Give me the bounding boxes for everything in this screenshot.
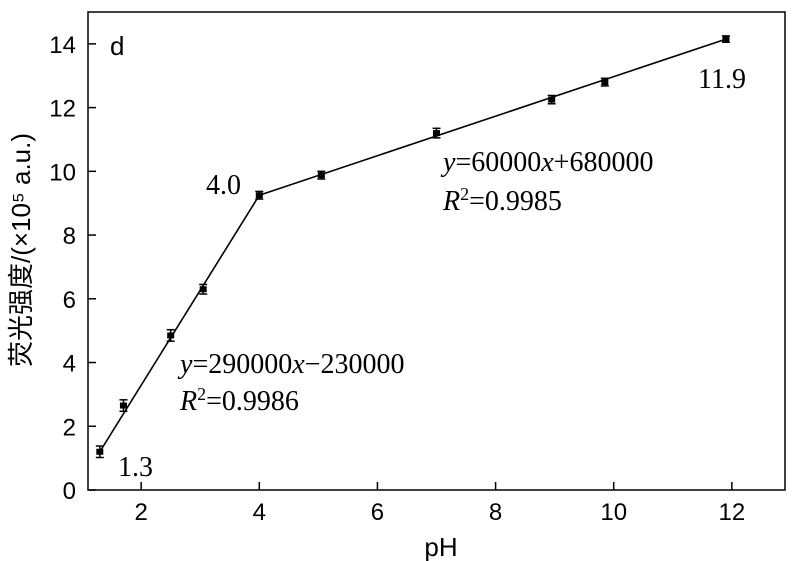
fit-equation-2-intercept: +680000 (554, 147, 654, 178)
fit-r2-1-value: =0.9986 (206, 386, 299, 417)
fit-equation-2: y=60000x+680000 (440, 147, 653, 178)
fit-r2-2: R2=0.9985 (442, 184, 562, 217)
data-point (317, 170, 326, 180)
data-point (255, 190, 264, 200)
fit-line-2 (259, 38, 727, 196)
x-tick-label: 10 (600, 499, 627, 526)
fit-lines (99, 38, 727, 453)
y-tick-label: 12 (49, 96, 76, 123)
data-point (600, 77, 609, 87)
data-point (95, 445, 104, 459)
point-marker (96, 448, 104, 455)
x-tick-label: 4 (253, 499, 266, 526)
fit-r2-2-value: =0.9985 (469, 186, 562, 217)
fit-equation-1-slope: =290000 (192, 349, 292, 380)
x-tick-label: 6 (371, 499, 384, 526)
data-point (166, 328, 175, 342)
fit-r2-2-sup: 2 (460, 184, 469, 204)
point-marker (433, 130, 440, 137)
point-marker (167, 332, 175, 339)
y-tick-label: 0 (63, 478, 76, 505)
data-point (721, 35, 730, 44)
point-marker (548, 96, 556, 103)
point-marker (601, 79, 609, 86)
data-point (432, 127, 441, 139)
fit-equation-1-x: x (291, 349, 305, 380)
plot-frame (87, 11, 786, 491)
point-marker (722, 36, 730, 43)
data-points (95, 35, 730, 459)
data-point (199, 283, 208, 295)
y-tick-label: 6 (63, 287, 76, 314)
fit-equation-1-intercept: −230000 (305, 349, 405, 380)
y-tick-label: 8 (63, 223, 76, 250)
y-tick-label: 4 (63, 351, 76, 378)
fit-r2-2-r: R (442, 186, 460, 217)
data-point (119, 399, 128, 413)
axes: 2 4 6 8 10 12 0 2 4 6 8 10 12 14 (49, 11, 786, 526)
y-axis-title: 荧光强度/(×10⁵ a.u.) (6, 133, 36, 367)
point-marker (199, 286, 207, 293)
annotation-end: 11.9 (698, 64, 746, 95)
fit-equation-2-y: y (440, 147, 456, 178)
point-marker (119, 402, 127, 409)
panel-label: d (110, 31, 124, 61)
point-marker (317, 172, 325, 179)
x-tick-label: 2 (134, 499, 147, 526)
y-tick-label: 2 (63, 414, 76, 441)
fit-equation-2-slope: =60000 (455, 147, 541, 178)
point-marker (255, 192, 263, 199)
fit-r2-1-r: R (179, 386, 197, 417)
data-point (547, 94, 556, 105)
x-axis-title: pH (424, 532, 457, 561)
x-tick-label: 12 (718, 499, 745, 526)
fit-equation-2-x: x (540, 147, 554, 178)
fit-r2-1: R2=0.9986 (179, 384, 299, 417)
annotation-start: 1.3 (118, 452, 153, 483)
fit-r2-1-sup: 2 (197, 384, 206, 404)
y-tick-label: 10 (49, 159, 76, 186)
y-tick-label: 14 (49, 32, 76, 59)
x-tick-label: 8 (489, 499, 502, 526)
fit-equation-1-y: y (177, 349, 193, 380)
fit-line-1 (99, 194, 260, 453)
fit-equation-1: y=290000x−230000 (177, 349, 404, 380)
annotation-break: 4.0 (206, 170, 241, 201)
